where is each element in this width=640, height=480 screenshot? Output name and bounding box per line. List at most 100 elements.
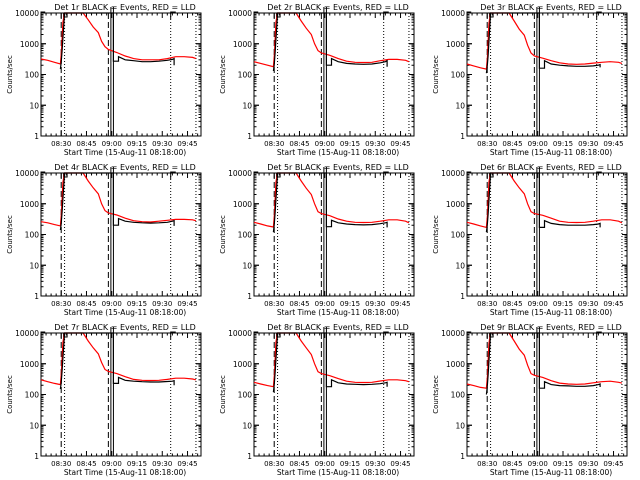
flare-marker (276, 333, 281, 338)
y-tick-label: 100 (451, 391, 466, 400)
series-line-events (59, 12, 175, 70)
panel-7-svg: 1 10 100 1000 10000 08:30 08:45 09:00 09:15 09:30… (6, 323, 202, 477)
interval-bracket-start (466, 171, 472, 179)
series-line-events (485, 172, 601, 233)
series-line-events (272, 172, 388, 233)
interval-bracket-start (40, 171, 46, 179)
y-axis-label: Counts/sec (6, 375, 14, 414)
x-tick-label: 08:30 (51, 140, 71, 148)
series-line-events (485, 12, 601, 74)
interval-bracket-end (170, 11, 176, 19)
panel-title: Det 5r BLACK = Events, RED = LLD (267, 163, 409, 172)
x-tick-label: 08:30 (51, 460, 71, 468)
panel-1-svg: 1 10 100 1000 10000 08:30 08:45 09:00 09:15 09:30… (6, 3, 202, 157)
y-tick-label: 100 (25, 71, 40, 80)
x-tick-label: 09:45 (177, 140, 197, 148)
detector-panel-2: 1 10 100 1000 10000 08:30 08:45 09:00 09:15 09:30… (213, 0, 426, 160)
interval-bracket-end (170, 331, 176, 339)
x-tick-label: 09:00 (102, 300, 122, 308)
flare-marker (489, 13, 494, 18)
y-tick-label: 100 (25, 231, 40, 240)
panel-3-svg: 1 10 100 1000 10000 08:30 08:45 09:00 09:15 09:30… (432, 3, 628, 157)
x-tick-label: 09:00 (102, 140, 122, 148)
x-tick-label: 09:45 (603, 460, 623, 468)
y-tick-label: 1000 (233, 200, 252, 209)
x-tick-label: 09:30 (578, 460, 598, 468)
x-axis-label: Start Time (15-Aug-11 08:18:00) (64, 468, 186, 477)
x-tick-label: 09:00 (102, 460, 122, 468)
x-tick-label: 09:30 (365, 460, 385, 468)
panel-title: Det 9r BLACK = Events, RED = LLD (480, 323, 622, 332)
x-tick-label: 09:30 (152, 300, 172, 308)
y-tick-label: 10000 (15, 169, 39, 178)
y-tick-label: 10 (242, 421, 252, 430)
y-tick-label: 10000 (228, 169, 252, 178)
interval-bracket-start (253, 331, 259, 339)
x-tick-label: 08:45 (502, 460, 522, 468)
x-tick-label: 08:45 (502, 300, 522, 308)
y-tick-label: 10000 (15, 329, 39, 338)
x-tick-label: 08:45 (289, 140, 309, 148)
x-tick-label: 09:15 (553, 300, 573, 308)
series-line-events (59, 172, 175, 231)
x-axis-label: Start Time (15-Aug-11 08:18:00) (277, 308, 399, 317)
panel-4-svg: 1 10 100 1000 10000 08:30 08:45 09:00 09:15 09:30… (6, 163, 202, 317)
x-tick-label: 09:45 (177, 300, 197, 308)
panel-title: Det 6r BLACK = Events, RED = LLD (480, 163, 622, 172)
y-tick-label: 1 (34, 292, 39, 301)
series-line-events (59, 332, 175, 390)
y-axis-label: Counts/sec (6, 55, 14, 94)
interval-bracket-start (466, 11, 472, 19)
x-tick-label: 08:30 (477, 460, 497, 468)
panel-8-svg: 1 10 100 1000 10000 08:30 08:45 09:00 09:15 09:30… (219, 323, 415, 477)
x-tick-label: 09:45 (390, 460, 410, 468)
detector-panel-3: 1 10 100 1000 10000 08:30 08:45 09:00 09:15 09:30… (426, 0, 639, 160)
y-tick-label: 1 (247, 292, 252, 301)
y-tick-label: 10 (455, 101, 465, 110)
y-tick-label: 1000 (233, 360, 252, 369)
interval-bracket-end (596, 331, 602, 339)
x-tick-label: 08:45 (502, 140, 522, 148)
y-tick-label: 1000 (233, 40, 252, 49)
flare-marker (276, 13, 281, 18)
panel-2-svg: 1 10 100 1000 10000 08:30 08:45 09:00 09:15 09:30… (219, 3, 415, 157)
x-tick-label: 09:45 (390, 300, 410, 308)
series-line-events (272, 332, 388, 393)
y-tick-label: 1000 (446, 200, 465, 209)
x-tick-label: 09:15 (340, 300, 360, 308)
detector-panel-6: 1 10 100 1000 10000 08:30 08:45 09:00 09:15 09:30… (426, 160, 639, 320)
x-tick-label: 09:15 (127, 460, 147, 468)
x-tick-label: 08:30 (477, 140, 497, 148)
x-tick-label: 09:15 (553, 140, 573, 148)
y-axis-label: Counts/sec (432, 215, 440, 254)
x-tick-label: 09:00 (528, 460, 548, 468)
x-tick-label: 09:00 (315, 140, 335, 148)
x-tick-label: 09:15 (127, 140, 147, 148)
x-axis-label: Start Time (15-Aug-11 08:18:00) (490, 148, 612, 157)
y-tick-label: 1 (34, 452, 39, 461)
panel-title: Det 8r BLACK = Events, RED = LLD (267, 323, 409, 332)
x-tick-label: 08:45 (289, 460, 309, 468)
flare-marker (276, 173, 281, 178)
y-tick-label: 1000 (20, 200, 39, 209)
x-tick-label: 08:45 (76, 140, 96, 148)
x-tick-label: 09:30 (152, 140, 172, 148)
x-tick-label: 09:15 (340, 140, 360, 148)
x-axis-label: Start Time (15-Aug-11 08:18:00) (490, 308, 612, 317)
detector-panel-4: 1 10 100 1000 10000 08:30 08:45 09:00 09:15 09:30… (0, 160, 213, 320)
interval-bracket-end (383, 11, 389, 19)
y-tick-label: 10000 (441, 9, 465, 18)
flare-marker (489, 173, 494, 178)
y-axis-label: Counts/sec (219, 215, 227, 254)
panel-title: Det 3r BLACK = Events, RED = LLD (480, 3, 622, 12)
series-line-events (485, 332, 601, 395)
y-tick-label: 100 (25, 391, 40, 400)
interval-bracket-end (596, 171, 602, 179)
panel-title: Det 7r BLACK = Events, RED = LLD (54, 323, 196, 332)
x-tick-label: 09:30 (365, 300, 385, 308)
x-tick-label: 09:30 (578, 300, 598, 308)
y-tick-label: 10 (29, 101, 39, 110)
y-axis-label: Counts/sec (219, 375, 227, 414)
y-tick-label: 1 (460, 292, 465, 301)
